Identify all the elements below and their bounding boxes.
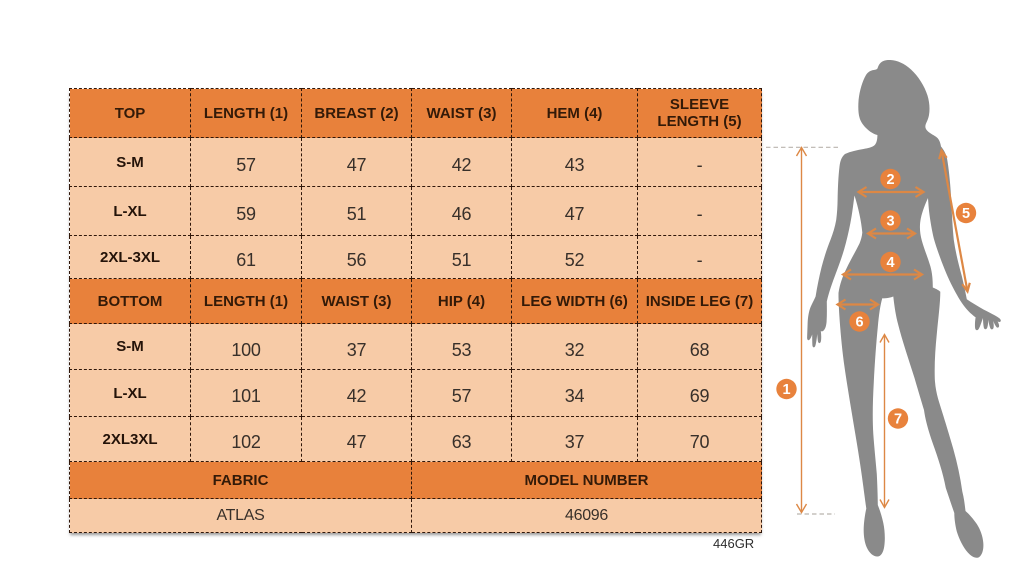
svg-text:2: 2 [886,172,894,188]
svg-text:7: 7 [894,412,902,428]
svg-text:6: 6 [855,315,863,331]
svg-text:3: 3 [886,214,894,230]
svg-text:4: 4 [886,255,894,271]
svg-text:5: 5 [962,206,970,222]
svg-text:1: 1 [782,382,790,398]
